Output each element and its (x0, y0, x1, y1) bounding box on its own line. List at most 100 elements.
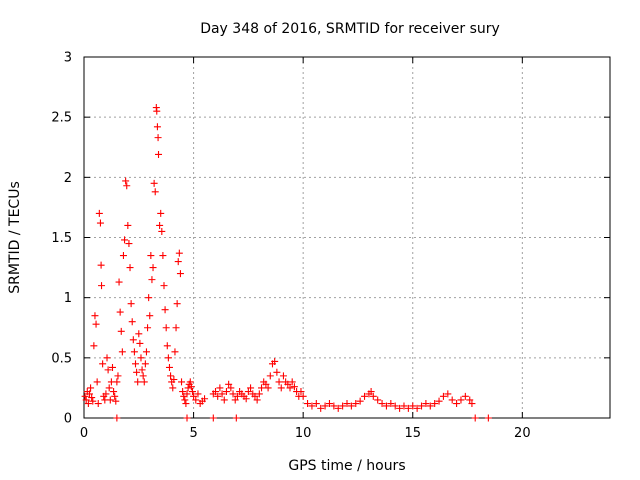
x-axis-label: GPS time / hours (288, 458, 405, 474)
data-point (119, 252, 127, 260)
data-point (457, 396, 465, 404)
data-point (173, 300, 181, 308)
data-point (255, 390, 263, 398)
data-point (374, 396, 382, 404)
data-point (212, 388, 219, 396)
data-point (218, 390, 226, 398)
data-point (181, 396, 189, 404)
data-point (175, 249, 183, 257)
data-point (413, 404, 421, 412)
data-point (343, 400, 351, 408)
data-point (299, 392, 307, 400)
data-point (137, 354, 145, 362)
data-point (163, 342, 171, 350)
data-point (154, 134, 162, 142)
data-point (141, 360, 149, 368)
data-point (186, 378, 194, 386)
data-point (378, 400, 386, 408)
data-point (125, 240, 133, 248)
data-point (96, 219, 104, 227)
data-point (128, 318, 136, 326)
data-point (290, 383, 298, 391)
data-point (151, 188, 159, 196)
data-point (123, 182, 131, 190)
data-point (264, 384, 272, 392)
data-point (157, 209, 165, 217)
data-point (149, 264, 157, 272)
y-tick-label: 2 (64, 171, 72, 186)
data-point (174, 258, 182, 266)
data-point (178, 378, 186, 386)
data-point (448, 396, 456, 404)
data-point (214, 392, 222, 400)
plot-frame (83, 56, 611, 419)
x-tick-label: 10 (295, 426, 312, 441)
data-point (444, 390, 452, 398)
data-point (409, 402, 417, 410)
data-point (188, 388, 196, 396)
data-point (484, 414, 492, 422)
data-point (114, 372, 122, 380)
data-point (102, 390, 110, 398)
data-point (133, 368, 141, 376)
data-point (121, 236, 129, 244)
data-point (136, 339, 144, 347)
data-point (439, 392, 447, 400)
data-point (201, 395, 209, 403)
x-tick-label: 15 (404, 426, 421, 441)
data-point (179, 388, 187, 396)
chart-title: Day 348 of 2016, SRMTID for receiver sur… (200, 21, 500, 37)
data-point (242, 395, 250, 403)
y-tick-label: 0.5 (51, 351, 72, 366)
data-point (106, 396, 114, 404)
data-point (118, 348, 126, 356)
data-point (105, 384, 113, 392)
data-point (88, 394, 96, 402)
data-point (400, 402, 408, 410)
data-point (139, 372, 147, 380)
data-point (453, 400, 461, 408)
data-point (184, 384, 192, 392)
data-point (369, 392, 377, 400)
data-point (304, 400, 312, 408)
data-point (367, 388, 375, 396)
data-point (92, 320, 100, 328)
data-point (382, 402, 390, 410)
data-point (132, 360, 140, 368)
data-series-srmtid (81, 104, 492, 422)
data-point (140, 378, 148, 386)
data-point (334, 404, 342, 412)
data-point (134, 378, 142, 386)
data-point (98, 282, 106, 290)
data-point (97, 261, 105, 269)
data-point (216, 384, 224, 392)
data-point (94, 400, 102, 408)
data-point (244, 388, 252, 396)
data-point (317, 404, 325, 412)
data-point (117, 327, 125, 335)
data-point (232, 414, 240, 422)
data-point (277, 384, 285, 392)
data-point (155, 150, 163, 158)
y-tick-label: 1 (64, 291, 72, 306)
data-point (391, 402, 399, 410)
data-point (113, 378, 121, 386)
data-point (279, 372, 287, 380)
data-point (284, 380, 292, 388)
data-point (339, 402, 347, 410)
data-point (156, 221, 164, 229)
data-point (222, 388, 230, 396)
data-point (209, 414, 217, 422)
data-point (422, 400, 430, 408)
data-point (229, 390, 237, 398)
data-point (352, 400, 360, 408)
data-point (231, 396, 239, 404)
data-point (321, 402, 329, 410)
y-tick-label: 1.5 (51, 231, 72, 246)
data-point (431, 400, 439, 408)
data-point (146, 312, 154, 320)
data-point (308, 402, 316, 410)
grid (84, 57, 610, 418)
data-point (158, 227, 166, 235)
data-point (145, 294, 153, 302)
